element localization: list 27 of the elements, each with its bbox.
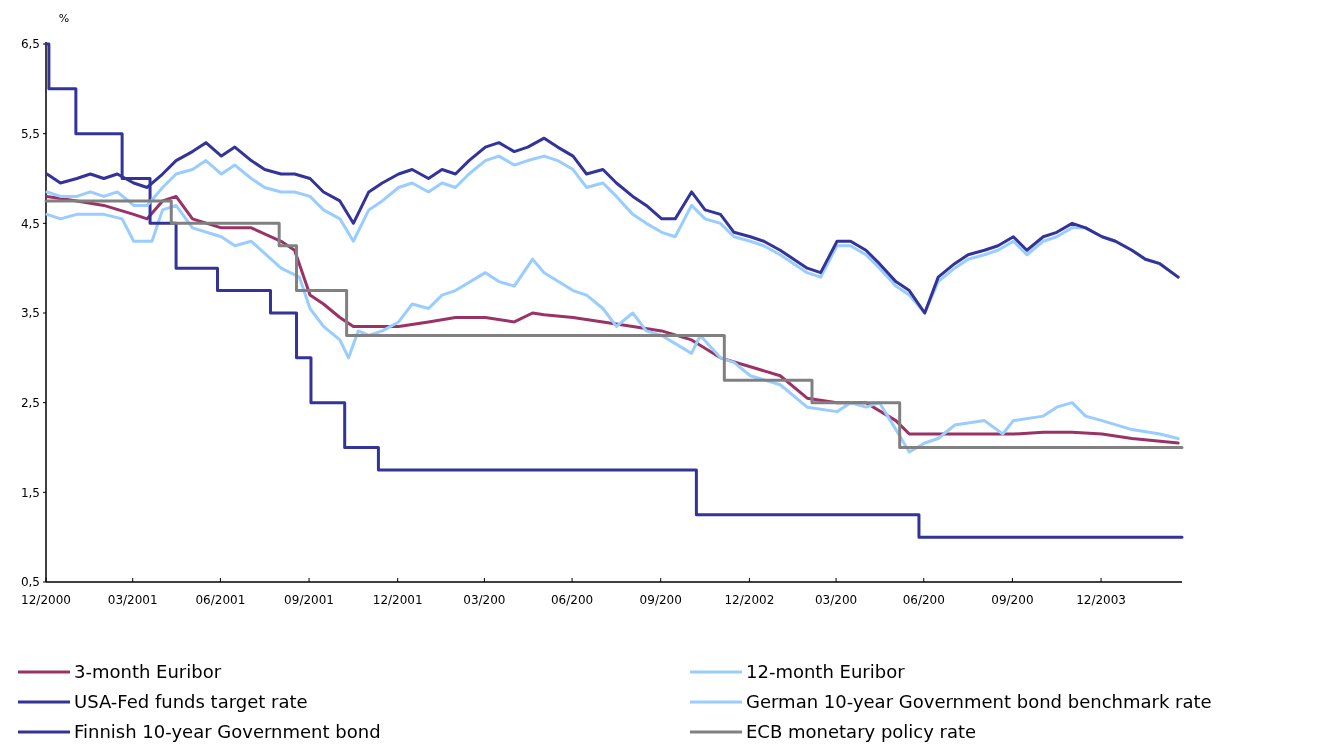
x-tick-label: 06/2001 [195,593,246,607]
legend-label: Finnish 10-year Government bond [74,721,381,743]
x-tick-label: 06/200 [902,593,945,607]
y-tick-label: 0,5 [20,575,40,590]
legend-label: 12-month Euribor [746,661,906,683]
y-tick-label: 2,5 [20,395,40,410]
x-tick-label: 03/200 [463,593,506,607]
y-tick-label: 3,5 [20,306,40,321]
x-tick-label: 12/2001 [372,593,423,607]
x-tick-label: 09/2001 [284,593,334,607]
x-tick-label: 12/2002 [724,593,775,607]
legend-label: USA-Fed funds target rate [74,691,308,713]
y-tick-label: 1,5 [20,485,40,500]
legend-label: German 10-year Government bond benchmark rate [746,691,1212,713]
x-tick-label: 03/200 [814,593,858,607]
x-tick-label: 12/2000 [21,593,71,607]
y-axis-title: % [58,12,70,25]
x-tick-label: 09/200 [991,593,1034,607]
legend-label: ECB monetary policy rate [746,721,977,743]
x-tick-label: 03/2001 [107,593,158,607]
y-tick-label: 5,5 [20,126,40,141]
x-tick-label: 12/2003 [1076,593,1126,607]
y-tick-label: 6,5 [20,37,40,52]
x-tick-label: 06/200 [550,593,594,607]
x-tick-label: 09/200 [639,593,682,607]
legend-label: 3-month Euribor [74,661,222,683]
y-tick-label: 4,5 [20,216,40,231]
